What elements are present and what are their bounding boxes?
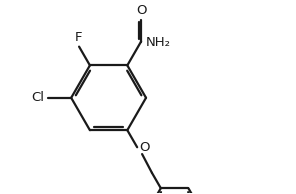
- Text: O: O: [139, 141, 150, 154]
- Text: Cl: Cl: [32, 91, 45, 104]
- Text: O: O: [136, 4, 146, 17]
- Text: NH₂: NH₂: [146, 36, 171, 49]
- Text: F: F: [74, 31, 82, 44]
